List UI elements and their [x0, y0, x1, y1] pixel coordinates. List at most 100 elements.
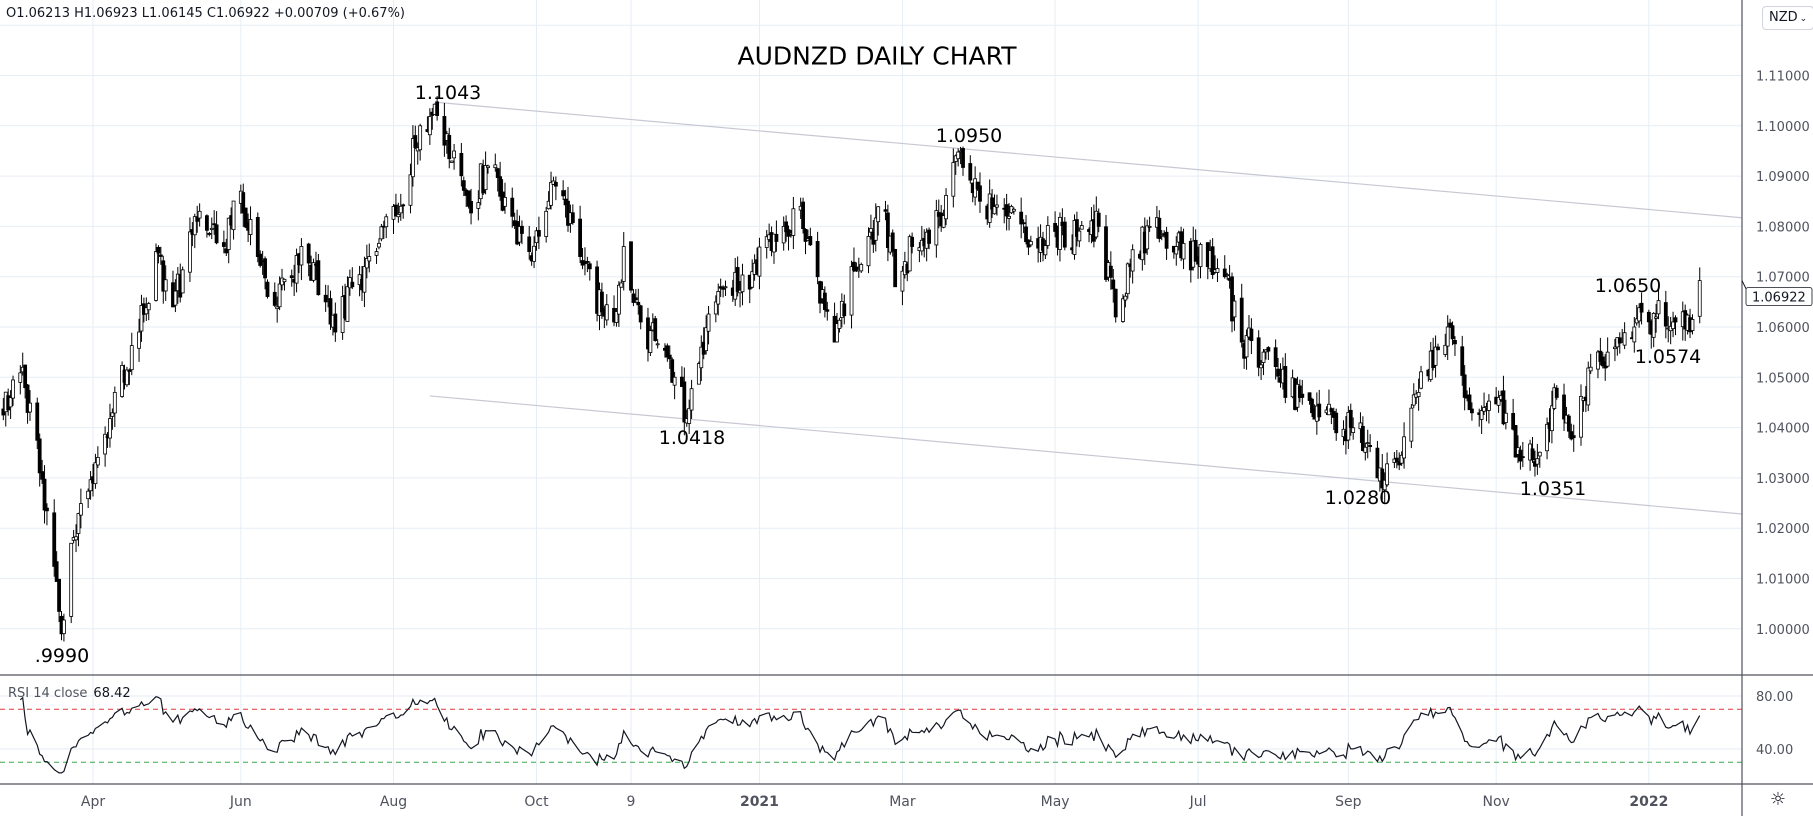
candle-body	[1244, 335, 1249, 358]
candle	[1012, 207, 1016, 215]
candle	[1409, 404, 1414, 449]
candle-body	[144, 307, 149, 315]
candle	[757, 237, 762, 290]
candle-body	[1656, 300, 1661, 315]
candle-body	[1651, 312, 1656, 338]
candle	[173, 279, 178, 313]
candle-body	[1503, 412, 1508, 424]
candle	[1513, 425, 1518, 458]
candle-body	[532, 245, 536, 262]
candle	[88, 471, 93, 500]
trendline	[429, 395, 1743, 515]
candle	[192, 213, 197, 249]
candle	[1075, 211, 1079, 247]
candle	[1445, 315, 1450, 360]
candle-body	[1443, 344, 1448, 355]
gear-icon[interactable]: ☼	[1769, 789, 1787, 810]
annotation-low: 1.0574	[1634, 346, 1702, 368]
candle	[1007, 203, 1011, 231]
candle-body	[1530, 448, 1535, 461]
candle-body	[849, 266, 854, 316]
candle-body	[1622, 332, 1627, 346]
candle-body	[1545, 423, 1549, 452]
candle-body	[345, 286, 350, 322]
candle	[495, 167, 500, 192]
candle	[95, 446, 100, 468]
grid	[0, 0, 1742, 784]
candle	[1351, 417, 1356, 440]
candle-body	[890, 232, 895, 252]
candle	[1637, 303, 1642, 328]
candle	[696, 361, 701, 385]
candle	[990, 189, 994, 218]
candle	[534, 227, 539, 251]
candle	[345, 276, 350, 322]
candle-body	[384, 216, 389, 228]
candle	[1111, 268, 1116, 303]
candle	[566, 186, 570, 232]
candle-body	[699, 346, 704, 369]
candle	[1159, 230, 1164, 241]
candle	[1482, 392, 1486, 415]
candle-body	[25, 384, 30, 413]
candle-body	[35, 402, 40, 441]
candle	[37, 433, 42, 487]
candle	[483, 151, 488, 195]
candle	[197, 203, 202, 227]
candle-body	[1411, 394, 1416, 406]
candle-body	[561, 190, 566, 197]
candle-body	[1159, 234, 1164, 237]
candle-body	[1496, 397, 1501, 406]
candle-body	[486, 165, 490, 168]
candle	[629, 241, 633, 293]
candle	[1072, 214, 1077, 260]
candle	[944, 188, 948, 226]
candle-body	[1550, 405, 1554, 432]
candle-body	[323, 294, 328, 303]
candle	[1121, 294, 1125, 323]
candle-body	[1145, 225, 1150, 250]
candle	[1598, 337, 1603, 366]
candle-body	[687, 407, 692, 424]
candle	[447, 127, 452, 169]
candle	[379, 223, 384, 242]
candle	[57, 578, 61, 623]
candle	[510, 187, 515, 228]
candle-body	[537, 230, 541, 237]
candle-body	[1329, 408, 1334, 412]
candle-body	[866, 236, 871, 267]
candle	[418, 123, 423, 161]
candle	[1545, 417, 1549, 460]
trendline	[434, 101, 1743, 219]
trendlines	[429, 101, 1743, 515]
candle	[885, 204, 890, 262]
candle	[413, 125, 418, 150]
candle-body	[696, 363, 701, 385]
candle-body	[483, 165, 488, 190]
candle	[311, 258, 316, 283]
ohlc-legend: O1.06213 H1.06923 L1.06145 C1.06922 +0.0…	[6, 6, 406, 21]
currency-button[interactable]: NZD ⌄	[1762, 6, 1813, 30]
candle	[1360, 416, 1365, 452]
candle	[716, 283, 721, 316]
candle	[614, 308, 619, 327]
candle	[1600, 352, 1605, 369]
candle	[883, 200, 888, 221]
candle-body	[704, 327, 709, 352]
candle-body	[1436, 346, 1440, 351]
candle-body	[459, 152, 464, 177]
candle-body	[1487, 400, 1491, 411]
candle-body	[883, 209, 888, 212]
time-tick-label: 2022	[1629, 794, 1668, 810]
candle-body	[231, 200, 236, 231]
candle-body	[127, 369, 132, 372]
candle	[682, 367, 687, 436]
candle	[1164, 226, 1169, 260]
candle	[1019, 197, 1024, 239]
time-tick-label: Jun	[229, 794, 252, 810]
candle-body	[1358, 422, 1363, 430]
candle	[1470, 402, 1474, 421]
candle-body	[665, 345, 670, 358]
candle-body	[621, 246, 626, 282]
